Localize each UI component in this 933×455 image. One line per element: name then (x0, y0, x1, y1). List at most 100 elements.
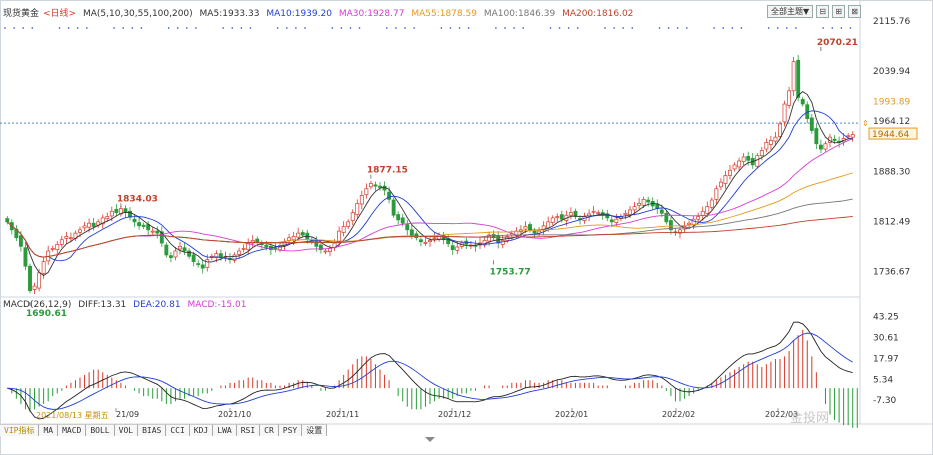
candle-body (846, 135, 851, 138)
candle-body (237, 250, 242, 255)
candle-body (68, 237, 73, 240)
candle-body (350, 212, 355, 221)
candle-body (364, 188, 369, 196)
price-tag-upper: 1993.89 (873, 97, 910, 107)
candle-body (300, 232, 305, 236)
signal-dot (631, 27, 634, 29)
close-icon[interactable]: ⊠ (848, 5, 862, 18)
candle-body (296, 232, 301, 238)
candle-body (323, 250, 328, 253)
candle-body (41, 261, 46, 274)
candle-body (132, 218, 137, 223)
collapse-icon[interactable]: ⊟ (816, 5, 830, 18)
macd-legend: MACD(26,12,9) DIFF:13.31 DEA:20.81 MACD:… (3, 300, 250, 310)
candle-body (232, 254, 237, 261)
candle-body (637, 202, 642, 206)
signal-dot (331, 27, 334, 29)
candle-body (678, 229, 682, 234)
low-annotation-c: 1753.77 (490, 267, 531, 277)
tab-psy[interactable]: PSY (278, 424, 303, 436)
legend-ma100: MA100:1846.39 (483, 9, 556, 19)
candle-body (82, 225, 87, 229)
candle-body (164, 244, 169, 256)
signal-dot (58, 27, 61, 29)
candle-body (18, 235, 23, 247)
candle-body (346, 221, 351, 227)
ma30-line (6, 138, 853, 258)
tab-lwa[interactable]: LWA (213, 424, 237, 436)
date-tick: 2022/03 (765, 410, 799, 419)
period-label[interactable]: <日线> (43, 9, 77, 19)
signal-dot (549, 27, 552, 29)
date-tick: 2022/02 (662, 410, 696, 419)
candle-body (782, 103, 787, 123)
signal-dot (167, 27, 170, 29)
signal-dot (222, 27, 224, 29)
candle-body (287, 237, 292, 241)
candle-body (337, 230, 342, 242)
ma-params-label: MA(5,10,30,55,100,200) (82, 9, 193, 19)
price-axis-label: 1888.30 (873, 167, 910, 177)
date-tick: 2021/10 (218, 410, 252, 419)
candle-body (205, 259, 210, 268)
indicator-tabs: VIP指标 MA MACD BOLL VOL BIAS CCI KDJ LWA … (0, 424, 328, 436)
signal-dot (67, 27, 70, 29)
candle-body (155, 230, 160, 234)
candle-body (628, 209, 632, 215)
signal-dot (231, 27, 234, 29)
tab-vip[interactable]: VIP指标 (0, 424, 40, 436)
theme-select[interactable]: 全部主题▼ (767, 5, 814, 18)
candle-body (550, 217, 555, 223)
candle-body (809, 117, 814, 131)
tab-bias[interactable]: BIAS (138, 424, 167, 436)
signal-dot (822, 27, 824, 29)
signal-dot (467, 27, 470, 29)
candle-body (773, 136, 778, 142)
candle-body (814, 128, 819, 145)
macd-value: MACD:-15.01 (187, 300, 247, 310)
peak-annotation-b: 1877.15 (367, 166, 408, 176)
date-tick: 21/09 (116, 410, 140, 419)
signal-dot (767, 27, 770, 29)
tab-rsi[interactable]: RSI (236, 424, 261, 436)
candle-body (91, 222, 96, 227)
candle-body (768, 140, 773, 145)
signal-dot (304, 27, 306, 29)
candle-body (741, 156, 746, 162)
scroll-down-icon[interactable] (425, 437, 435, 442)
candle-body (341, 226, 346, 233)
tab-macd[interactable]: MACD (58, 424, 87, 436)
candle-body (455, 246, 460, 251)
tab-kdj[interactable]: KDJ (189, 424, 214, 436)
candle-body (196, 263, 201, 265)
legend-ma10: MA10:1939.20 (266, 9, 332, 19)
candle-body (391, 199, 396, 216)
signal-dot (676, 27, 679, 29)
candle-body (255, 238, 260, 243)
candle-body (396, 214, 401, 221)
signal-dot (86, 27, 88, 29)
signal-dot (786, 27, 788, 29)
signal-dot (495, 27, 497, 29)
candle-body (137, 222, 142, 227)
candle-body (609, 219, 614, 223)
signal-dot (658, 27, 661, 29)
tab-boll[interactable]: BOLL (86, 424, 115, 436)
candle-body (37, 272, 42, 289)
expand-icon[interactable]: ⊞ (832, 5, 846, 18)
tab-vol[interactable]: VOL (114, 424, 139, 436)
ma5-line (6, 91, 853, 277)
candle-body (87, 222, 92, 228)
candle-body (732, 164, 737, 170)
top-controls: 全部主题▼ ⊟ ⊞ ⊠ (767, 5, 862, 18)
tab-settings[interactable]: 设置 (302, 424, 328, 436)
signal-dot (440, 27, 443, 29)
candle-body (646, 199, 651, 203)
tab-cci[interactable]: CCI (166, 424, 190, 436)
tab-cr[interactable]: CR (260, 424, 279, 436)
tab-ma[interactable]: MA (39, 424, 59, 436)
candle-body (314, 240, 319, 247)
signal-dot (613, 27, 615, 29)
date-axis: 2021/08/13 星期五 21/09 2021/10 2021/11 202… (0, 410, 933, 422)
